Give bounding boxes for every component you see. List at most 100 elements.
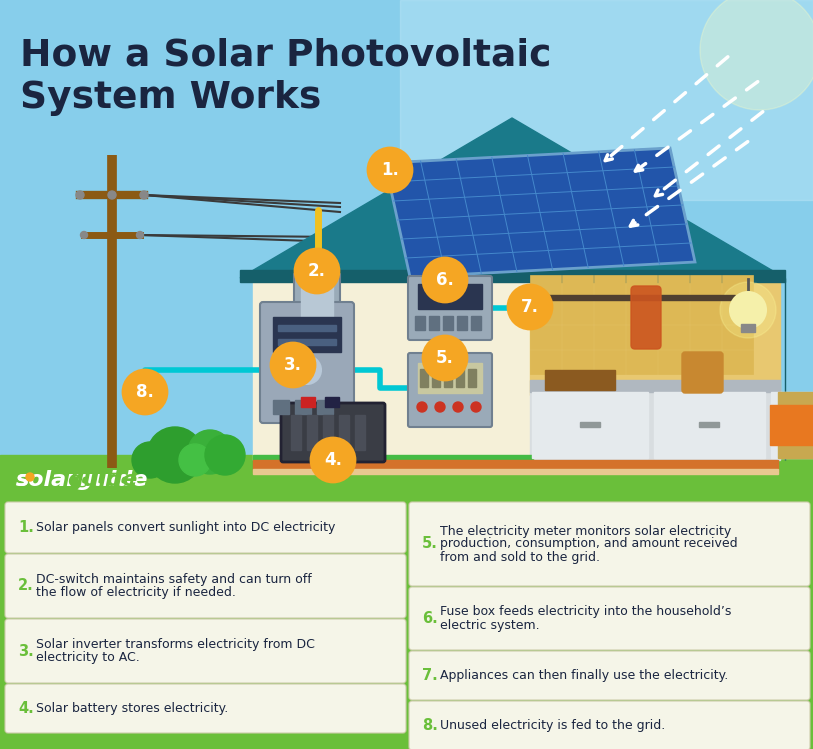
Bar [626,275,657,299]
Bar [253,275,778,460]
Bar [530,325,561,349]
FancyBboxPatch shape [408,353,492,427]
Circle shape [188,430,232,474]
Bar [658,325,689,349]
Circle shape [123,370,167,414]
Bar [535,295,735,300]
Bar [562,300,593,324]
Bar [304,318,314,326]
Bar [770,405,813,445]
Text: 5.: 5. [436,349,454,367]
Text: electricity to AC.: electricity to AC. [36,651,140,664]
Bar [530,300,561,324]
Text: the flow of electricity if needed.: the flow of electricity if needed. [36,586,236,599]
Bar [415,316,425,330]
Circle shape [730,292,766,328]
Circle shape [271,343,315,387]
Bar [253,469,778,474]
Text: 7.: 7. [422,668,437,683]
Text: from and sold to the grid.: from and sold to the grid. [440,551,600,563]
Circle shape [423,336,467,380]
Bar [253,455,533,470]
FancyBboxPatch shape [408,276,492,340]
Bar [420,369,428,387]
Bar [594,325,625,349]
FancyBboxPatch shape [5,684,406,733]
Bar [530,390,780,460]
Text: production, consumption, and amount received: production, consumption, and amount rece… [440,538,737,551]
Circle shape [205,435,245,475]
Bar [278,325,336,331]
FancyBboxPatch shape [409,502,810,586]
Bar [778,392,813,458]
Bar [307,415,317,450]
FancyBboxPatch shape [682,352,723,393]
Bar [444,369,452,387]
Circle shape [140,191,148,199]
Circle shape [417,402,427,412]
Bar [323,415,333,450]
Bar [318,318,328,326]
Circle shape [720,282,776,338]
Bar [0,0,813,490]
Bar [530,275,561,299]
Bar [626,300,657,324]
Bar [418,363,482,393]
Text: 4.: 4. [18,701,34,716]
Text: 3.: 3. [18,643,34,658]
Text: Unused electricity is fed to the grid.: Unused electricity is fed to the grid. [440,719,665,732]
Text: s: s [16,470,29,490]
Circle shape [80,231,88,238]
Bar [626,350,657,374]
Text: electric system.: electric system. [440,619,540,631]
Bar [580,422,600,427]
Circle shape [368,148,412,192]
Circle shape [311,438,355,482]
Circle shape [76,191,84,199]
Bar [722,300,753,324]
FancyBboxPatch shape [409,587,810,650]
Bar [339,415,349,450]
FancyBboxPatch shape [5,502,406,553]
Bar [658,300,689,324]
FancyBboxPatch shape [260,302,354,423]
Text: 7.: 7. [521,298,539,316]
Text: 1.: 1. [18,520,34,535]
Bar [690,275,721,299]
Circle shape [179,444,211,476]
Circle shape [293,356,321,384]
Bar [301,397,315,407]
Circle shape [108,191,116,199]
Text: 4.: 4. [324,451,342,469]
Circle shape [453,402,463,412]
Text: 3.: 3. [284,356,302,374]
Bar [443,316,453,330]
Bar [562,325,593,349]
Bar [801,422,813,427]
Text: Fuse box feeds electricity into the household’s: Fuse box feeds electricity into the hous… [440,605,732,619]
Bar [253,460,778,472]
Text: Solar inverter transforms electricity from DC: Solar inverter transforms electricity fr… [36,638,315,651]
Bar [771,392,813,458]
Polygon shape [240,118,785,278]
Bar [325,397,339,407]
Text: 5.: 5. [422,536,438,551]
FancyBboxPatch shape [294,273,340,332]
Bar [658,350,689,374]
Bar [291,415,301,450]
Bar [273,400,289,414]
Bar [626,325,657,349]
Bar [301,283,333,318]
Text: 8.: 8. [136,383,154,401]
Bar [690,300,721,324]
Bar [278,339,336,345]
Text: The electricity meter monitors solar electricity: The electricity meter monitors solar ele… [440,524,731,538]
Circle shape [700,0,813,110]
Text: 8.: 8. [422,718,438,733]
FancyBboxPatch shape [5,619,406,683]
Bar [594,300,625,324]
FancyBboxPatch shape [281,403,385,462]
Bar [240,270,785,282]
FancyBboxPatch shape [5,554,406,618]
Bar [690,350,721,374]
